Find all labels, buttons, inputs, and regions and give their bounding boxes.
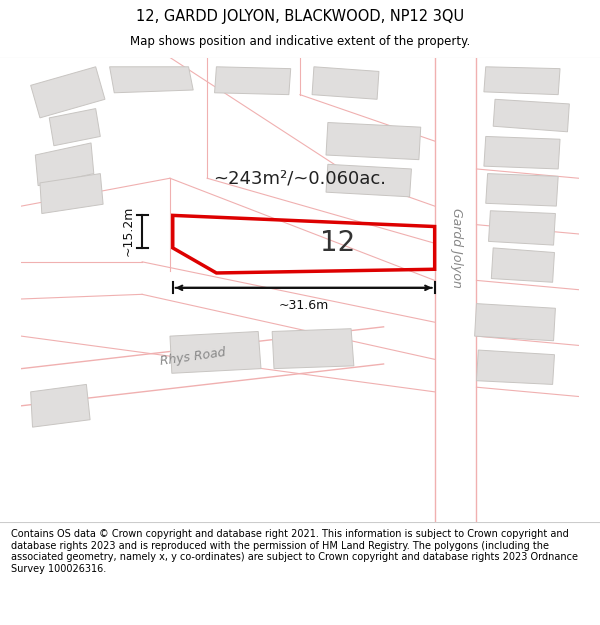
Text: ~15.2m: ~15.2m [122,206,134,256]
Polygon shape [484,136,560,169]
Polygon shape [476,350,554,384]
Polygon shape [110,67,193,92]
Polygon shape [493,99,569,132]
Polygon shape [272,329,354,369]
Text: Rhys Road: Rhys Road [160,346,227,368]
Text: Contains OS data © Crown copyright and database right 2021. This information is : Contains OS data © Crown copyright and d… [11,529,578,574]
Polygon shape [31,384,90,427]
Polygon shape [486,174,558,206]
Polygon shape [475,304,556,341]
Polygon shape [49,109,100,146]
Polygon shape [434,58,476,522]
Polygon shape [31,67,105,118]
Polygon shape [215,67,291,94]
Polygon shape [488,211,556,245]
Polygon shape [312,67,379,99]
Polygon shape [326,122,421,159]
Text: Gardd Jolyon: Gardd Jolyon [449,208,463,288]
Polygon shape [484,67,560,94]
Text: ~31.6m: ~31.6m [278,299,329,312]
Polygon shape [326,164,412,197]
Polygon shape [170,331,261,373]
Text: 12, GARDD JOLYON, BLACKWOOD, NP12 3QU: 12, GARDD JOLYON, BLACKWOOD, NP12 3QU [136,9,464,24]
Text: ~243m²/~0.060ac.: ~243m²/~0.060ac. [214,169,386,187]
Text: 12: 12 [320,229,355,258]
Polygon shape [22,327,383,406]
Text: Map shows position and indicative extent of the property.: Map shows position and indicative extent… [130,35,470,48]
Polygon shape [491,248,554,282]
Polygon shape [35,143,94,186]
Polygon shape [40,174,103,214]
